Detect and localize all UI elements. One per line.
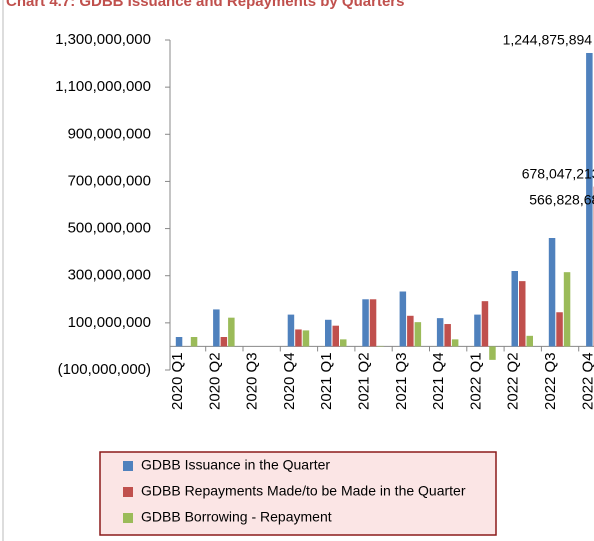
- bar: [511, 271, 518, 347]
- bar: [489, 346, 496, 360]
- bar: [362, 299, 369, 347]
- bar: [287, 314, 295, 347]
- y-tick-label: 100,000,000: [68, 314, 151, 331]
- x-tick-label: 2021 Q1: [318, 352, 335, 410]
- y-tick-label: (100,000,000): [58, 361, 151, 378]
- x-tick-label: 2022 Q3: [542, 352, 559, 410]
- y-tick-label: 300,000,000: [68, 267, 151, 284]
- bar: [481, 301, 489, 347]
- chart-title: Chart 4.7: GDBB Issuance and Repayments …: [6, 0, 404, 10]
- x-tick-label: 2020 Q2: [206, 352, 223, 410]
- data-label: 566,828,681: [529, 192, 594, 208]
- bar: [190, 337, 198, 347]
- x-tick-label: 2020 Q4: [281, 352, 298, 410]
- bar: [302, 330, 310, 347]
- bar: [213, 309, 220, 347]
- bar: [436, 318, 444, 347]
- x-tick-label: 2021 Q4: [430, 352, 447, 410]
- bar: [325, 319, 332, 347]
- y-tick-label: 500,000,000: [68, 220, 151, 237]
- x-tick-label: 2022 Q1: [467, 352, 484, 410]
- x-tick-label: 2020 Q3: [244, 352, 261, 410]
- legend-swatch: [123, 461, 133, 471]
- bar: [519, 281, 526, 347]
- legend-label: GDBB Repayments Made/to be Made in the Q…: [141, 483, 466, 499]
- bar: [295, 329, 302, 347]
- legend-swatch: [123, 487, 133, 497]
- bar: [175, 337, 183, 347]
- bar: [451, 339, 459, 347]
- bar: [474, 314, 481, 347]
- data-label: 678,047,213: [522, 165, 594, 181]
- bar: [399, 291, 407, 347]
- data-label: 1,244,875,894: [503, 32, 593, 48]
- y-tick-label: 1,300,000,000: [55, 31, 151, 48]
- legend-label: GDBB Issuance in the Quarter: [141, 457, 330, 473]
- x-tick-label: 2022 Q2: [505, 352, 522, 410]
- y-tick-label: 1,100,000,000: [55, 78, 151, 95]
- legend-swatch: [123, 513, 133, 523]
- y-tick-label: 900,000,000: [68, 125, 151, 142]
- bar: [340, 339, 347, 347]
- bar: [228, 317, 235, 347]
- x-tick-label: 2021 Q3: [393, 352, 410, 410]
- legend-box: [99, 451, 497, 536]
- bar: [220, 337, 228, 347]
- bar: [407, 315, 414, 347]
- y-tick-label: 700,000,000: [68, 172, 151, 189]
- bar: [414, 322, 422, 347]
- x-tick-label: 2020 Q1: [169, 352, 186, 410]
- bar: [444, 324, 451, 347]
- bar: [556, 312, 563, 347]
- bar: [332, 325, 339, 347]
- bar: [526, 335, 533, 347]
- bar: [586, 52, 593, 347]
- x-tick-label: 2021 Q2: [356, 352, 373, 410]
- bar: [548, 238, 556, 347]
- legend-label: GDBB Borrowing - Repayment: [141, 509, 332, 525]
- bar: [563, 272, 571, 347]
- bar: [369, 299, 377, 347]
- x-tick-label: 2022 Q4: [579, 352, 594, 410]
